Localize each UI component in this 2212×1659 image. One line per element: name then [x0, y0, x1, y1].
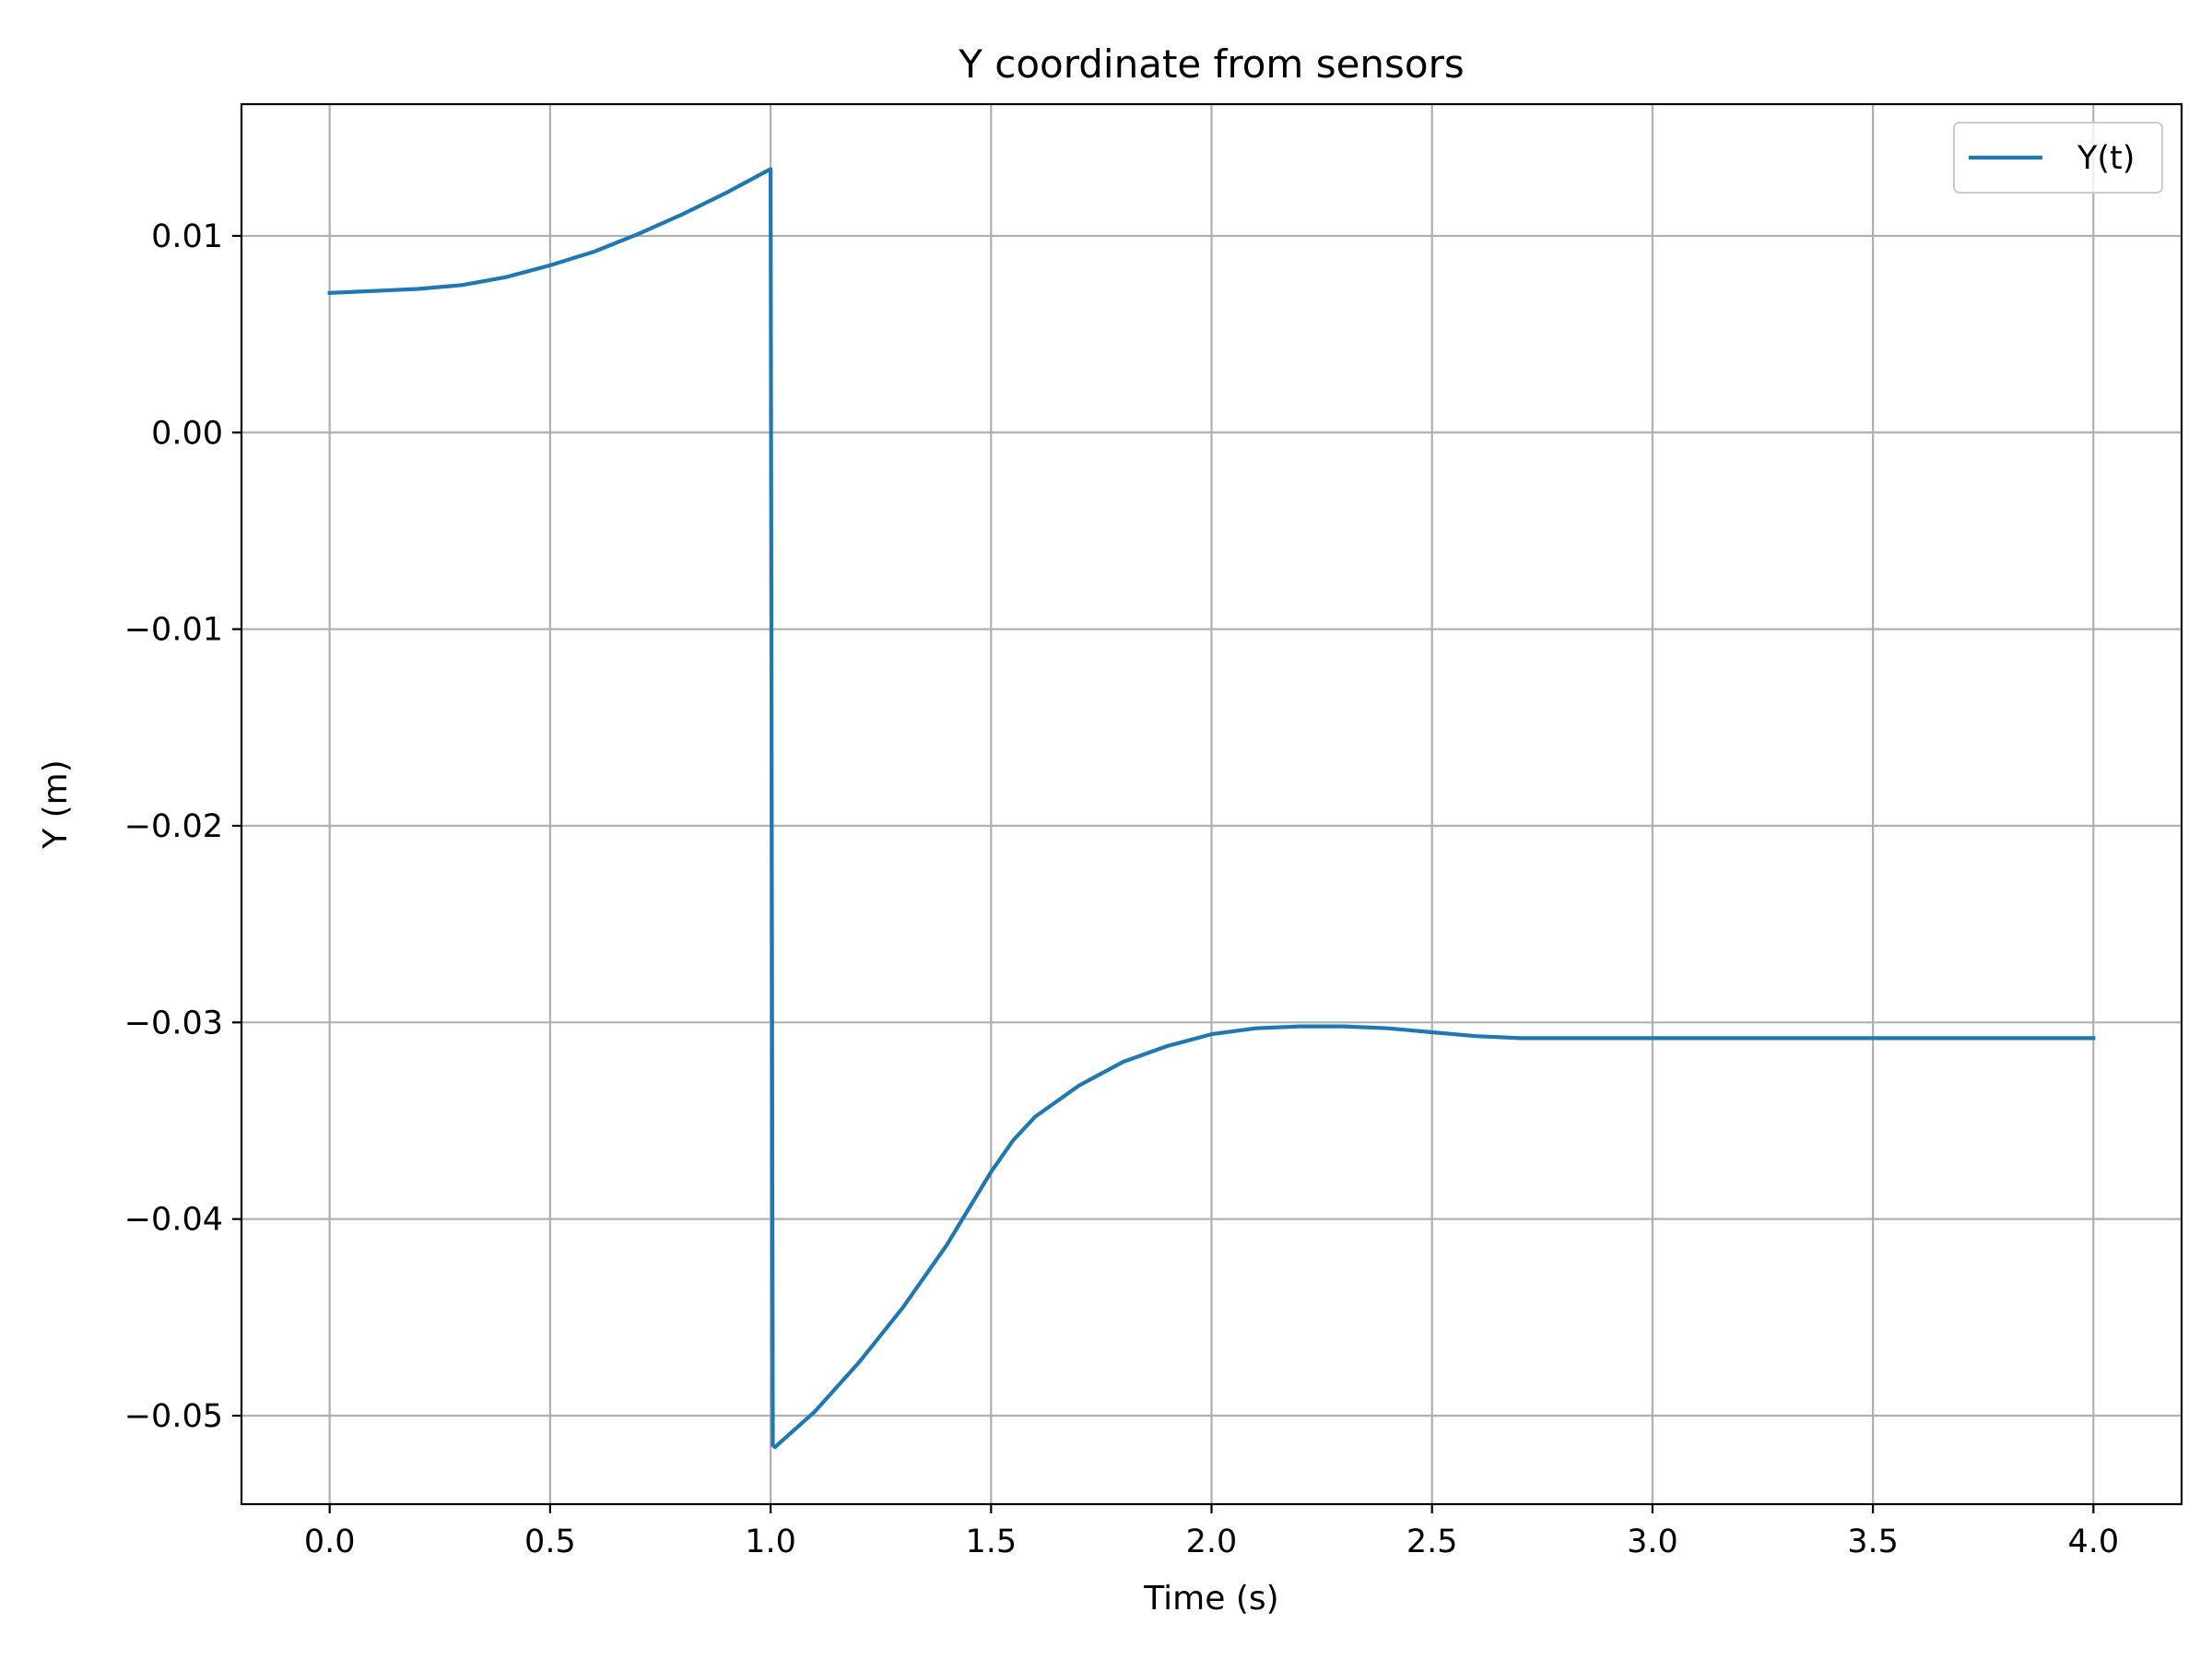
x-tick-label: 2.0 [1186, 1524, 1238, 1560]
y-tick-label: −0.01 [124, 612, 223, 649]
x-tick-label: 3.5 [1847, 1524, 1899, 1560]
x-tick-label: 2.5 [1406, 1524, 1458, 1560]
y-axis-label: Y (m) [37, 759, 75, 850]
y-axis: 0.01 0.00 −0.01 −0.02 −0.03 −0.04 −0.05 [124, 218, 241, 1435]
y-tick-label: −0.04 [124, 1202, 223, 1239]
legend: Y(t) [1953, 122, 2163, 194]
x-axis: 0.0 0.5 1.0 1.5 2.0 2.5 3.0 3.5 4.0 [304, 1504, 2119, 1560]
series-layer [327, 167, 2096, 1450]
grid [241, 104, 2182, 1504]
legend-label-y-t: Y(t) [2077, 140, 2135, 177]
y-tick-label: −0.02 [124, 808, 223, 845]
x-tick-label: 0.0 [304, 1524, 356, 1560]
x-tick-label: 0.5 [524, 1524, 576, 1560]
x-tick-label: 4.0 [2067, 1524, 2119, 1560]
x-axis-label: Time (s) [1143, 1580, 1278, 1618]
x-tick-label: 3.0 [1627, 1524, 1678, 1560]
series-line-y-t [327, 167, 2096, 1450]
y-tick-label: −0.03 [124, 1005, 223, 1041]
y-tick-label: −0.05 [124, 1398, 223, 1435]
chart-title: Y coordinate from sensors [958, 41, 1465, 87]
y-tick-label: 0.00 [151, 415, 223, 452]
y-tick-label: 0.01 [151, 218, 223, 255]
x-tick-label: 1.0 [745, 1524, 796, 1560]
legend-box [1953, 122, 2163, 194]
x-tick-label: 1.5 [965, 1524, 1017, 1560]
